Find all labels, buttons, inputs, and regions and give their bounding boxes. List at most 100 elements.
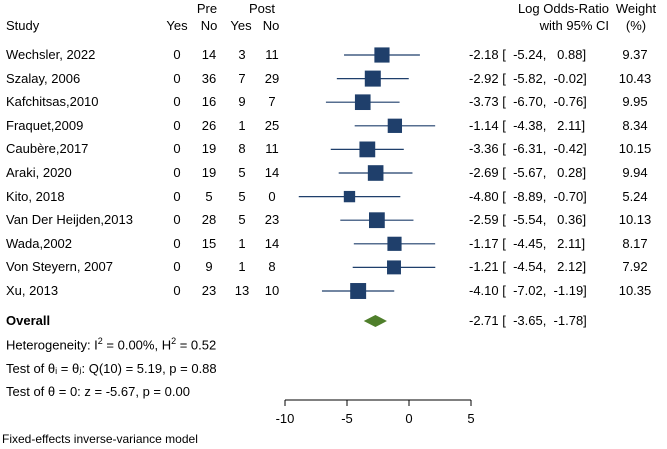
post-no-count: 14 <box>264 165 280 180</box>
weight-text: 8.34 <box>622 117 648 133</box>
post-yes-count: 8 <box>238 141 246 157</box>
pre-yes-count: 0 <box>173 94 181 110</box>
pre-no-count: 14 <box>201 47 217 62</box>
effect-text: -2.18 [ -5.24, 0.88] <box>469 47 587 62</box>
pre-yes-count: 0 <box>173 212 181 228</box>
post-no-count: 11 <box>265 141 279 157</box>
header-study: Study <box>6 18 40 33</box>
pre-no-count: 19 <box>201 141 217 157</box>
effect-marker <box>387 118 403 133</box>
model-footnote: Fixed-effects inverse-variance model <box>2 432 198 446</box>
weight-text: 9.95 <box>622 94 648 110</box>
pre-no-count: 23 <box>201 283 217 298</box>
pre-yes-count: 0 <box>173 117 181 133</box>
effect-marker <box>343 190 356 203</box>
effect-text: -2.69 [ -5.67, 0.28] <box>469 165 587 180</box>
post-no-count: 0 <box>268 188 276 204</box>
post-yes-count: 13 <box>234 283 250 298</box>
post-yes-count: 1 <box>238 117 246 133</box>
post-yes-count: 9 <box>238 94 246 110</box>
study-name: Kito, 2018 <box>6 188 65 204</box>
post-yes-count: 7 <box>238 70 246 86</box>
pre-no-count: 19 <box>201 165 217 180</box>
effect-marker <box>364 70 381 87</box>
pre-no-count: 36 <box>201 70 217 86</box>
weight-text: 8.17 <box>622 235 648 251</box>
effect-marker <box>359 141 376 158</box>
post-no-count: 14 <box>264 235 280 251</box>
overall-label: Overall <box>6 313 51 328</box>
header-effect-line2: with 95% CI <box>539 18 609 33</box>
post-no-count: 25 <box>264 117 280 133</box>
study-name: Fraquet,2009 <box>6 117 84 133</box>
study-name: Xu, 2013 <box>6 283 59 298</box>
post-yes-count: 1 <box>238 259 246 275</box>
x-tick-label: -5 <box>341 411 353 426</box>
weight-text: 5.24 <box>622 188 648 204</box>
pre-yes-count: 0 <box>173 188 181 204</box>
post-no-count: 8 <box>268 259 276 275</box>
effect-marker <box>354 94 371 111</box>
pre-yes-count: 0 <box>173 259 181 275</box>
study-name: Von Steyern, 2007 <box>6 259 113 275</box>
test-homogeneity-text: Test of θᵢ = θⱼ: Q(10) = 5.19, p = 0.88 <box>6 361 217 376</box>
header-post-yes: Yes <box>230 18 252 33</box>
effect-marker <box>387 236 402 251</box>
post-no-count: 23 <box>264 212 280 228</box>
study-name: Caubère,2017 <box>6 141 89 157</box>
post-no-count: 7 <box>268 94 276 110</box>
post-yes-count: 1 <box>238 235 246 251</box>
pre-no-count: 28 <box>201 212 217 228</box>
header-pre-no: No <box>200 18 218 33</box>
weight-text: 9.37 <box>622 47 648 62</box>
pre-yes-count: 0 <box>173 283 181 298</box>
header-weight-line2: (%) <box>625 18 647 33</box>
pre-no-count: 9 <box>205 259 213 275</box>
effect-text: -2.92 [ -5.82, -0.02] <box>469 70 587 86</box>
pre-yes-count: 0 <box>173 235 181 251</box>
overall-effect-text: -2.71 [ -3.65, -1.78] <box>469 313 587 328</box>
weight-text: 7.92 <box>622 259 648 275</box>
post-no-count: 11 <box>265 47 279 62</box>
effect-text: -4.10 [ -7.02, -1.19] <box>469 283 587 298</box>
x-tick-label: -10 <box>276 411 295 426</box>
post-yes-count: 5 <box>238 212 246 228</box>
pre-no-count: 15 <box>201 235 217 251</box>
header-post-no: No <box>262 18 280 33</box>
post-yes-count: 3 <box>238 47 246 62</box>
header-weight-line1: Weight <box>615 1 657 16</box>
post-yes-count: 5 <box>238 165 246 180</box>
effect-marker <box>368 212 385 229</box>
heterogeneity-text: Heterogeneity: I2 = 0.00%, H2 = 0.52 <box>6 336 217 353</box>
effect-marker <box>350 283 367 299</box>
effect-text: -1.14 [ -4.38, 2.11] <box>469 117 586 133</box>
study-name: Szalay, 2006 <box>6 70 81 86</box>
effect-text: -1.21 [ -4.54, 2.12] <box>469 259 587 275</box>
weight-text: 10.35 <box>618 283 652 298</box>
study-name: Kafchitsas,2010 <box>6 94 99 110</box>
effect-text: -4.80 [ -8.89, -0.70] <box>469 188 587 204</box>
effect-text: -3.73 [ -6.70, -0.76] <box>469 94 587 110</box>
post-yes-count: 5 <box>238 188 246 204</box>
effect-marker <box>367 165 384 181</box>
header-post: Post <box>248 1 275 16</box>
effect-marker <box>374 47 390 63</box>
study-name: Van Der Heijden,2013 <box>6 212 133 228</box>
post-no-count: 29 <box>264 70 280 86</box>
study-name: Wechsler, 2022 <box>6 47 96 62</box>
study-name: Araki, 2020 <box>6 165 72 180</box>
pre-no-count: 16 <box>201 94 217 110</box>
study-name: Wada,2002 <box>6 235 73 251</box>
effect-marker <box>387 260 401 275</box>
weight-text: 10.43 <box>618 70 652 86</box>
weight-text: 10.13 <box>618 212 652 228</box>
test-overall-text: Test of θ = 0: z = -5.67, p = 0.00 <box>6 384 190 399</box>
x-tick-label: 0 <box>405 411 412 426</box>
x-tick-label: 5 <box>467 411 474 426</box>
effect-text: -3.36 [ -6.31, -0.42] <box>469 141 587 157</box>
pre-yes-count: 0 <box>173 47 181 62</box>
weight-text: 10.15 <box>618 141 652 157</box>
pre-yes-count: 0 <box>173 70 181 86</box>
pre-yes-count: 0 <box>173 165 181 180</box>
